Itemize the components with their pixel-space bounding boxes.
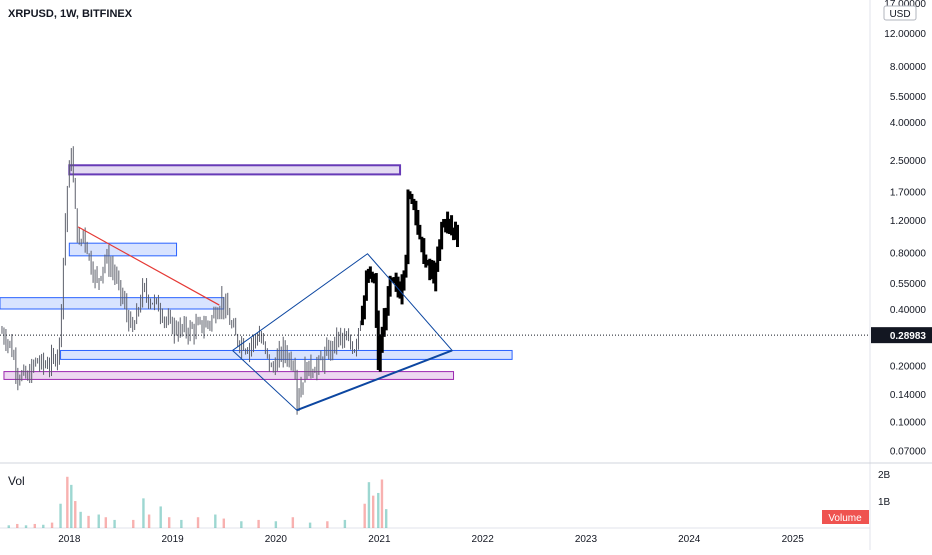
- price-tick-4: 2.50000: [890, 156, 927, 167]
- price-tick-6: 1.20000: [890, 216, 927, 227]
- volume-bar-35: [380, 479, 384, 528]
- volume-bar-7: [66, 476, 69, 528]
- price-tick-10: 0.20000: [890, 361, 927, 372]
- price-tick-12: 0.10000: [890, 418, 927, 429]
- volume-bar-16: [142, 498, 145, 528]
- volume-bar-10: [79, 511, 82, 528]
- volume-bar-14: [113, 519, 116, 528]
- volume-badge: [822, 510, 869, 524]
- time-tick-2020: 2020: [265, 534, 288, 545]
- symbol-title[interactable]: XRPUSD, 1W, BITFINEX: [8, 8, 133, 20]
- volume-tick-1: 1B: [878, 497, 891, 508]
- volume-bars: [7, 476, 388, 528]
- volume-bar-12: [97, 514, 100, 528]
- volume-bar-36: [384, 509, 388, 528]
- volume-bar-25: [257, 519, 260, 528]
- volume-bar-22: [214, 514, 217, 528]
- volume-bar-3: [33, 523, 36, 528]
- volume-bar-5: [50, 522, 54, 528]
- volume-bar-24: [240, 521, 243, 528]
- price-tick-11: 0.14000: [890, 390, 927, 401]
- zone-rect-2[interactable]: [0, 297, 225, 310]
- drawing-lines[interactable]: [77, 226, 453, 412]
- volume-bar-13: [104, 517, 108, 528]
- volume-bar-15: [132, 519, 135, 528]
- price-tick-top: 17.00000: [884, 0, 926, 10]
- currency-box[interactable]: [883, 5, 917, 21]
- price-tick-5: 1.70000: [890, 188, 927, 199]
- volume-bar-20: [180, 519, 183, 528]
- price-tick-3: 4.00000: [890, 118, 927, 129]
- price-tick-0: 12.00000: [884, 29, 926, 40]
- volume-bar-32: [367, 482, 371, 528]
- trend-line-0[interactable]: [77, 226, 220, 306]
- zone-rect-1[interactable]: [68, 242, 178, 257]
- time-tick-2023: 2023: [575, 534, 598, 545]
- drawing-zones[interactable]: [0, 164, 513, 380]
- time-tick-2021: 2021: [368, 534, 391, 545]
- time-tick-2018: 2018: [58, 534, 81, 545]
- volume-bar-29: [326, 521, 329, 528]
- price-tick-2: 5.50000: [890, 92, 927, 103]
- volume-bar-4: [42, 524, 45, 528]
- price-axis-background: [870, 0, 932, 550]
- price-tick-13: 0.07000: [890, 446, 927, 457]
- volume-bar-8: [70, 484, 73, 528]
- zone-rect-0[interactable]: [68, 164, 402, 176]
- pattern-polyline-0[interactable]: [232, 253, 453, 411]
- volume-badge-label: Volume: [828, 513, 862, 524]
- time-tick-2022: 2022: [472, 534, 495, 545]
- volume-bar-1: [16, 523, 19, 528]
- time-tick-2024: 2024: [678, 534, 701, 545]
- price-bars: [1, 146, 459, 415]
- volume-bar-6: [59, 503, 62, 528]
- volume-bar-17: [147, 514, 151, 528]
- volume-pane-label[interactable]: Vol: [8, 474, 25, 488]
- price-tick-9: 0.40000: [890, 305, 927, 316]
- last-price-label: 0.28983: [890, 331, 927, 342]
- volume-bar-2: [24, 525, 28, 528]
- volume-bar-19: [167, 517, 171, 528]
- price-tick-8: 0.55000: [890, 279, 927, 290]
- volume-bar-26: [274, 521, 278, 528]
- volume-bar-27: [291, 517, 295, 528]
- time-tick-2019: 2019: [161, 534, 184, 545]
- last-price-badge: [871, 327, 932, 344]
- time-tick-2025: 2025: [782, 534, 805, 545]
- volume-bar-21: [196, 517, 200, 528]
- volume-bar-9: [74, 501, 77, 528]
- price-tick-7: 0.80000: [890, 249, 927, 260]
- volume-bar-28: [308, 522, 312, 528]
- volume-bar-30: [343, 519, 347, 528]
- zone-rect-3[interactable]: [60, 349, 513, 360]
- currency-label[interactable]: USD: [889, 9, 910, 20]
- zone-rect-4[interactable]: [3, 371, 455, 380]
- price-tick-1: 8.00000: [890, 62, 927, 73]
- volume-bar-23: [222, 518, 225, 528]
- volume-bar-34: [377, 492, 380, 528]
- volume-tick-0: 2B: [878, 470, 891, 481]
- volume-bar-18: [159, 506, 162, 528]
- volume-bar-11: [87, 515, 90, 528]
- volume-bar-31: [363, 503, 366, 528]
- volume-bar-33: [371, 495, 375, 528]
- volume-bar-0: [7, 525, 10, 528]
